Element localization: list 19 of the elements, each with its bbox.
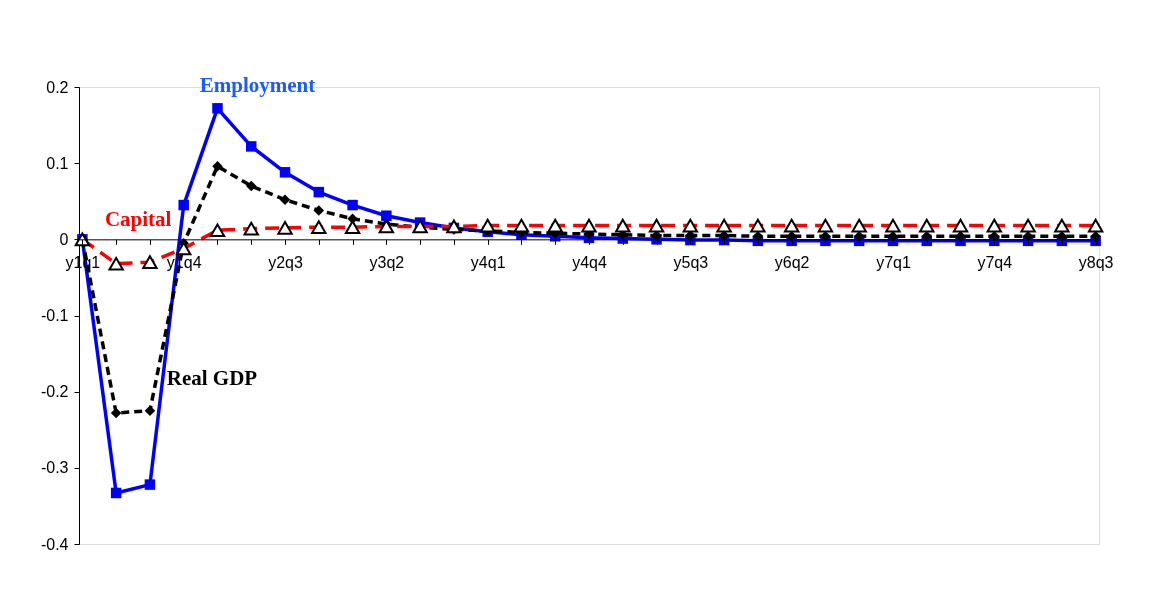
x-tick-label: y3q2	[369, 253, 405, 271]
y-tick-label: -0.1	[40, 307, 69, 324]
y-tick-label: -0.3	[40, 459, 69, 477]
series-label: Capital	[104, 206, 172, 231]
y-tick-label: 0	[59, 230, 69, 248]
x-tick-label: y6q2	[774, 253, 810, 271]
x-tick-label: y4q1	[470, 253, 506, 271]
x-tick-label: y7q4	[977, 253, 1013, 271]
y-tick-label: 0.1	[46, 154, 69, 172]
series-label: Employment	[199, 73, 316, 98]
x-tick-label: y5q3	[673, 253, 709, 271]
y-tick-label: 0.2	[46, 78, 69, 96]
y-tick-label: -0.2	[40, 383, 69, 401]
x-tick-label: y2q3	[268, 253, 303, 271]
y-tick-label: -0.4	[40, 535, 69, 553]
x-tick-label: y8q3	[1078, 253, 1114, 271]
series-label: Real GDP	[166, 365, 258, 390]
x-tick-label: y4q4	[572, 253, 607, 271]
x-tick-label: y7q1	[876, 253, 911, 271]
